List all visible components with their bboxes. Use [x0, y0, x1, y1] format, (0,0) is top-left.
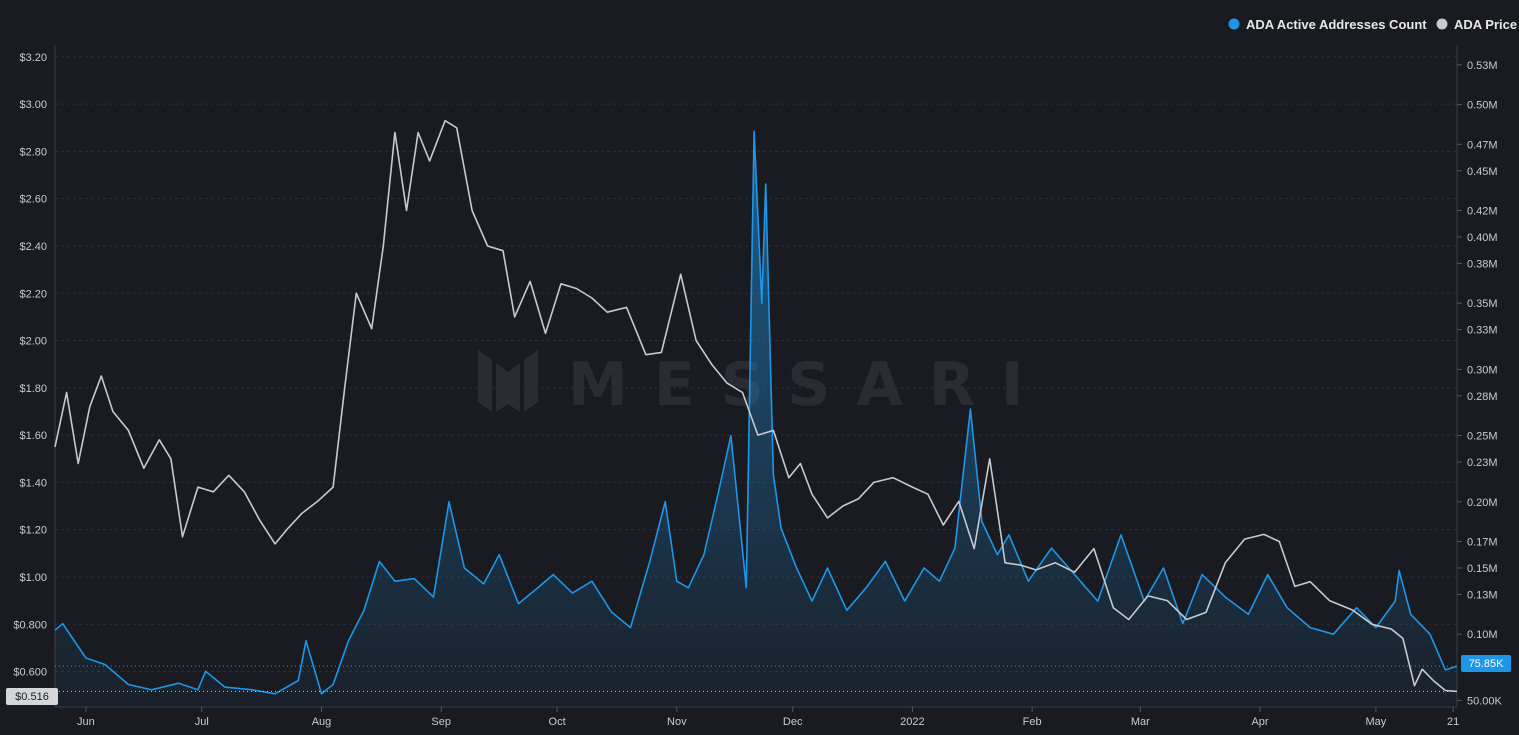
legend-dot-addresses	[1228, 18, 1240, 30]
x-tick-label: Dec	[783, 716, 803, 728]
addresses-current-badge: 75.85K	[1461, 655, 1511, 672]
watermark: MESSARI	[478, 350, 1049, 420]
y-right-tick-label: 0.33M	[1467, 325, 1498, 337]
y-axis-right: 50.00K 0.10M 0.13M 0.15M 0.17M 0.20M 0.23M 0.25…	[1457, 60, 1503, 707]
x-tick-label: Feb	[1023, 716, 1042, 728]
addresses-current-value: 75.85K	[1469, 658, 1505, 670]
price-current-value: $0.516	[15, 691, 49, 703]
y-right-tick-label: 0.25M	[1467, 431, 1498, 443]
x-tick-label: Jul	[195, 716, 209, 728]
legend-label-addresses: ADA Active Addresses Count	[1246, 17, 1427, 32]
y-right-tick-label: 0.42M	[1467, 206, 1498, 218]
legend-item-price[interactable]: ADA Price	[1436, 17, 1518, 32]
messari-logo-icon	[478, 350, 538, 412]
y-right-tick-label: 0.17M	[1467, 537, 1498, 549]
y-right-tick-label: 0.35M	[1467, 298, 1498, 310]
y-right-tick-label: 0.30M	[1467, 364, 1498, 376]
y-right-tick-label: 0.38M	[1467, 258, 1498, 270]
x-tick-label: May	[1366, 716, 1387, 728]
y-left-tick-label: $0.600	[13, 667, 47, 679]
x-tick-label: Jun	[77, 716, 95, 728]
y-right-tick-label: 0.23M	[1467, 457, 1498, 469]
addresses-line	[54, 130, 1458, 695]
y-left-tick-label: $2.80	[19, 146, 47, 158]
legend-label-price: ADA Price	[1454, 17, 1517, 32]
y-right-tick-label: 0.28M	[1467, 391, 1498, 403]
y-left-tick-label: $3.20	[19, 52, 47, 64]
y-left-tick-label: $2.00	[19, 336, 47, 348]
current-value-lines	[55, 665, 1457, 692]
y-axis-left: $0.600 $0.800 $1.00 $1.20 $1.40 $1.60 $1.80 $2.…	[13, 52, 47, 679]
y-left-tick-label: $2.60	[19, 194, 47, 206]
y-left-tick-label: $2.20	[19, 288, 47, 300]
x-tick-label: Mar	[1131, 716, 1150, 728]
x-tick-label: Nov	[667, 716, 687, 728]
y-left-tick-label: $1.60	[19, 430, 47, 442]
y-right-tick-label: 0.13M	[1467, 589, 1498, 601]
legend: ADA Active Addresses Count ADA Price	[1228, 17, 1518, 32]
y-right-tick-label: 50.00K	[1467, 695, 1503, 707]
price-current-badge: $0.516	[6, 688, 58, 705]
legend-item-addresses[interactable]: ADA Active Addresses Count	[1228, 17, 1428, 32]
x-tick-label: 21	[1447, 716, 1459, 728]
y-left-tick-label: $2.40	[19, 241, 47, 253]
addresses-area-fill	[55, 131, 1457, 708]
y-right-tick-label: 0.47M	[1467, 139, 1498, 151]
y-left-tick-label: $0.800	[13, 619, 47, 631]
y-right-tick-label: 0.15M	[1467, 563, 1498, 575]
y-left-tick-label: $1.40	[19, 477, 47, 489]
x-tick-label: 2022	[900, 716, 924, 728]
y-right-tick-label: 0.50M	[1467, 100, 1498, 112]
x-tick-label: Aug	[312, 716, 332, 728]
x-tick-label: Apr	[1251, 716, 1268, 728]
y-right-tick-label: 0.10M	[1467, 629, 1498, 641]
y-left-tick-label: $1.20	[19, 525, 47, 537]
y-left-tick-label: $1.80	[19, 383, 47, 395]
y-right-tick-label: 0.53M	[1467, 60, 1498, 72]
price-line	[54, 119, 1458, 693]
x-tick-label: Sep	[431, 716, 451, 728]
watermark-text: MESSARI	[568, 350, 1049, 420]
y-left-tick-label: $3.00	[19, 99, 47, 111]
addresses-area	[55, 131, 1457, 708]
y-left-tick-label: $1.00	[19, 572, 47, 584]
y-right-tick-label: 0.20M	[1467, 497, 1498, 509]
y-right-tick-label: 0.40M	[1467, 232, 1498, 244]
y-right-tick-label: 0.45M	[1467, 166, 1498, 178]
x-axis: Jun Jul Aug Sep Oct Nov Dec 2022 Feb Mar Apr May 21	[77, 707, 1459, 728]
series-lines	[54, 119, 1458, 695]
legend-dot-price	[1436, 18, 1448, 30]
x-tick-label: Oct	[549, 716, 566, 728]
